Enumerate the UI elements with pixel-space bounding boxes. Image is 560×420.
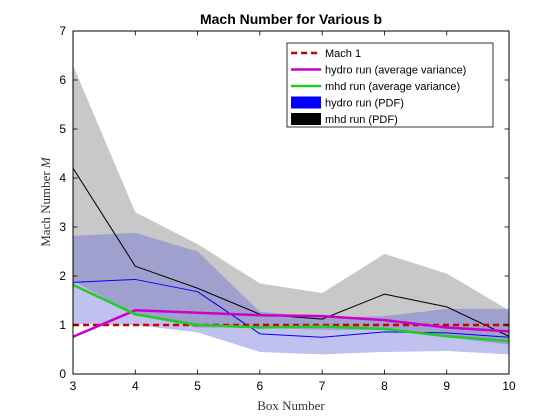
y-tick-label: 0 — [59, 367, 66, 381]
y-tick-label: 7 — [59, 24, 66, 38]
x-tick-label: 6 — [257, 379, 264, 393]
chart-title: Mach Number for Various b — [200, 11, 382, 27]
legend-box — [286, 42, 494, 128]
y-tick-label: 6 — [59, 73, 66, 87]
y-tick-label: 4 — [59, 171, 66, 185]
y-axis-label-text: Mach Number — [38, 168, 53, 247]
x-tick-label: 5 — [194, 379, 201, 393]
legend-label: hydro run (average variance) — [325, 65, 466, 77]
legend-label: mhd run (PDF) — [325, 114, 398, 126]
y-tick-label: 5 — [59, 122, 66, 136]
line-mhd-average-variance — [73, 283, 509, 343]
legend-label: Mach 1 — [325, 48, 361, 60]
bands-layer — [73, 65, 509, 355]
x-tick-label: 10 — [502, 379, 516, 393]
legend-label: hydro run (PDF) — [325, 98, 404, 110]
x-axis-label: Box Number — [257, 398, 325, 413]
x-tick-label: 9 — [443, 379, 450, 393]
y-tick-label: 1 — [59, 318, 66, 332]
legend-label: mhd run (average variance) — [325, 81, 460, 93]
legend-swatch-patch — [291, 96, 321, 109]
legend: Mach 1 hydro run (average variance) mhd ru… — [286, 42, 494, 128]
band-mhd-pdf — [73, 65, 509, 345]
y-tick-label: 2 — [59, 269, 66, 283]
x-tick-label: 3 — [70, 379, 77, 393]
tick-labels-layer: 3 4 5 6 7 8 9 10 0 1 2 3 4 5 6 7 — [59, 24, 516, 393]
x-tick-label: 7 — [319, 379, 326, 393]
band-hydro-pdf — [73, 232, 509, 355]
lines-layer — [73, 167, 509, 343]
line-hydro-pdf-median — [73, 278, 509, 338]
ticks-layer — [72, 30, 510, 375]
plot-frame — [72, 30, 510, 375]
x-tick-label: 8 — [381, 379, 388, 393]
y-tick-label: 3 — [59, 220, 66, 234]
legend-swatch-patch — [291, 113, 321, 125]
legend-items: Mach 1 hydro run (average variance) mhd ru… — [291, 48, 466, 126]
y-axis-label: Mach Number M — [38, 156, 53, 247]
x-tick-label: 4 — [132, 379, 139, 393]
line-hydro-average-variance — [73, 309, 509, 338]
y-axis-label-symbol: M — [38, 156, 53, 169]
